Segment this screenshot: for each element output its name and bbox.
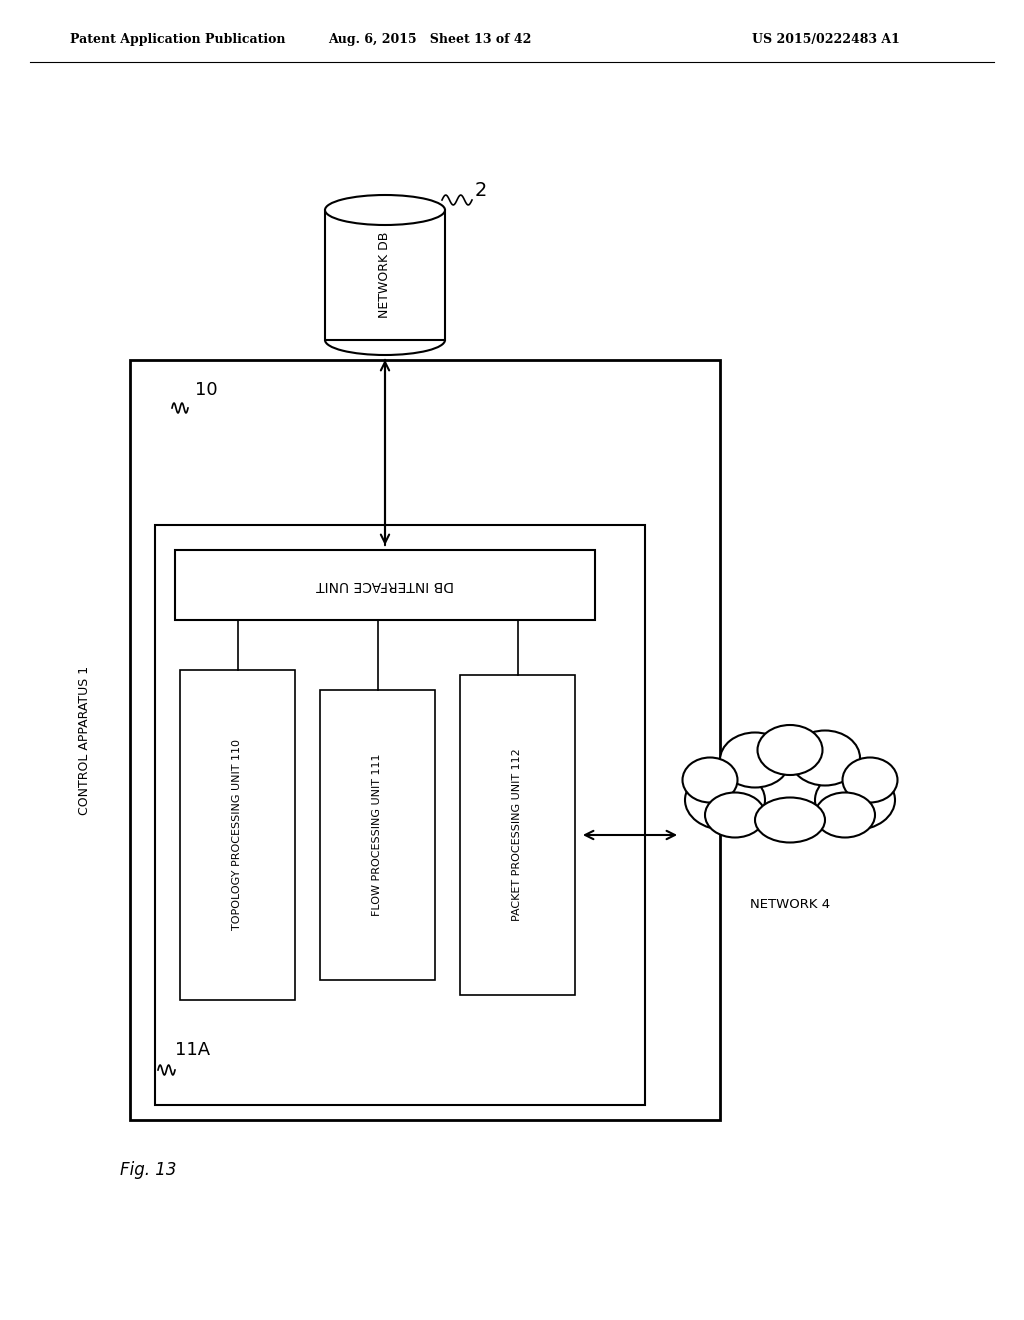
Ellipse shape [815,792,874,837]
Ellipse shape [705,792,765,837]
Bar [325,210,445,341]
Ellipse shape [815,770,895,830]
Bar [180,671,295,1001]
Text: CONTROL APPARATUS 1: CONTROL APPARATUS 1 [79,665,91,814]
Bar [130,360,720,1119]
Ellipse shape [843,758,897,803]
Text: US 2015/0222483 A1: US 2015/0222483 A1 [752,33,900,46]
Text: NETWORK DB: NETWORK DB [379,232,391,318]
Text: NETWORK 4: NETWORK 4 [750,899,830,912]
Text: 10: 10 [195,381,218,399]
Ellipse shape [720,733,790,788]
Ellipse shape [685,770,765,830]
Ellipse shape [325,195,445,224]
Ellipse shape [755,797,825,842]
Text: PACKET PROCESSING UNIT 112: PACKET PROCESSING UNIT 112 [512,748,522,921]
Bar [319,690,435,979]
Text: DB INTERFACE UNIT: DB INTERFACE UNIT [316,578,454,591]
Bar [175,550,595,620]
Text: FLOW PROCESSING UNIT 111: FLOW PROCESSING UNIT 111 [373,754,383,916]
Ellipse shape [683,758,737,803]
Ellipse shape [725,750,855,830]
Text: 11A: 11A [175,1041,210,1059]
Ellipse shape [758,725,822,775]
Bar [155,525,645,1105]
Text: TOPOLOGY PROCESSING UNIT 110: TOPOLOGY PROCESSING UNIT 110 [232,739,243,931]
Ellipse shape [790,730,860,785]
Text: Patent Application Publication: Patent Application Publication [70,33,286,46]
Text: 2: 2 [475,181,487,199]
Text: Fig. 13: Fig. 13 [120,1162,176,1179]
Text: Aug. 6, 2015   Sheet 13 of 42: Aug. 6, 2015 Sheet 13 of 42 [329,33,531,46]
Bar [460,675,575,995]
